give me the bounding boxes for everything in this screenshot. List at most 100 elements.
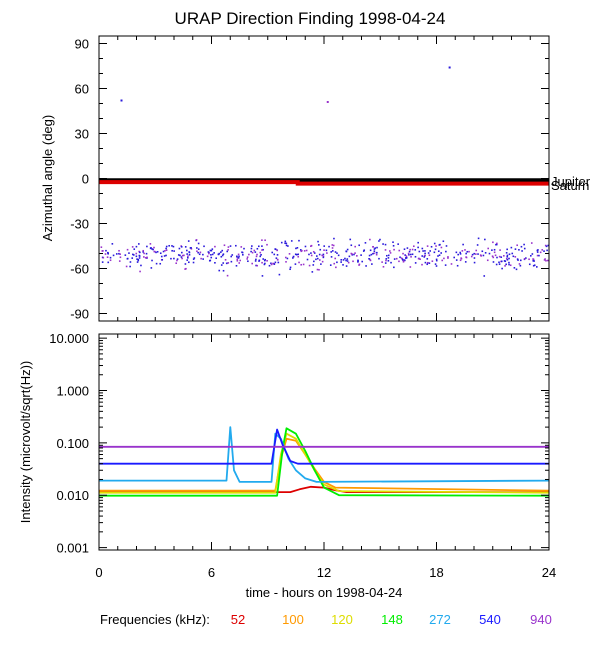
azimuth-point: [165, 245, 168, 248]
azimuth-point: [250, 250, 252, 253]
azimuth-point: [208, 252, 210, 255]
azimuth-point: [503, 255, 505, 257]
azimuth-point: [322, 253, 325, 256]
azimuth-point: [154, 250, 156, 253]
azimuth-point: [184, 246, 187, 248]
azimuth-point: [210, 256, 213, 259]
azimuth-point: [261, 249, 263, 251]
azimuth-point: [447, 256, 449, 258]
azimuth-y-tick-label: -90: [70, 307, 89, 322]
azimuth-point: [165, 249, 168, 251]
azimuth-point: [482, 254, 485, 257]
azimuth-point: [137, 259, 140, 262]
azimuth-point: [181, 254, 184, 257]
azimuth-point: [151, 248, 153, 250]
azimuth-point: [306, 258, 309, 261]
azimuth-point: [292, 257, 294, 259]
azimuth-y-tick-label: 60: [75, 82, 89, 97]
azimuth-point: [477, 237, 480, 240]
azimuth-point: [206, 255, 209, 258]
azimuth-point: [481, 250, 484, 253]
intensity-plot-area: [99, 426, 550, 497]
azimuth-point: [179, 254, 181, 257]
azimuth-point: [536, 266, 538, 268]
azimuth-point: [466, 250, 469, 253]
azimuth-point: [218, 269, 221, 272]
azimuth-point: [536, 251, 539, 253]
azimuth-point: [298, 261, 300, 264]
azimuth-point: [190, 246, 192, 249]
azimuth-point: [399, 256, 401, 259]
azimuth-point: [435, 258, 438, 261]
azimuth-point: [150, 267, 153, 269]
legend-title: Frequencies (kHz):: [100, 612, 210, 627]
azimuth-point: [373, 248, 376, 250]
azimuth-point: [331, 247, 334, 249]
azimuth-point: [101, 250, 104, 252]
azimuth-point: [276, 258, 279, 261]
azimuth-point: [544, 258, 546, 260]
azimuth-point: [459, 259, 462, 262]
azimuth-point: [105, 249, 107, 252]
azimuth-point: [532, 258, 534, 260]
azimuth-point: [329, 264, 332, 266]
azimuth-point: [477, 253, 479, 255]
azimuth-point: [438, 244, 441, 246]
azimuth-point: [372, 252, 374, 255]
azimuth-point: [118, 252, 120, 255]
azimuth-point: [168, 244, 170, 247]
azimuth-point: [118, 260, 121, 262]
azimuth-point: [264, 258, 267, 261]
azimuth-point: [274, 248, 277, 251]
azimuth-point: [308, 264, 311, 267]
azimuth-point: [393, 266, 395, 269]
azimuth-point: [261, 245, 263, 247]
azimuth-point: [539, 251, 542, 254]
azimuth-point: [358, 244, 360, 247]
azimuth-point: [137, 258, 140, 261]
azimuth-point: [361, 260, 364, 263]
azimuth-point: [152, 248, 154, 251]
azimuth-point: [337, 254, 340, 257]
azimuth-point: [199, 251, 202, 254]
legend-entry-120-khz: 120: [331, 612, 353, 627]
azimuth-point: [165, 247, 167, 250]
azimuth-point: [251, 245, 253, 247]
azimuth-point: [132, 254, 135, 256]
intensity-y-tick-label: 1.000: [56, 384, 89, 399]
azimuth-point: [224, 259, 227, 261]
azimuth-point: [335, 266, 337, 269]
azimuth-point: [132, 253, 134, 256]
azimuth-point: [403, 248, 406, 251]
azimuth-point: [192, 258, 195, 260]
azimuth-point: [135, 245, 138, 248]
azimuth-point: [450, 263, 453, 265]
azimuth-point: [440, 252, 442, 254]
azimuth-point: [504, 260, 507, 263]
azimuth-point: [365, 265, 367, 267]
azimuth-point: [356, 255, 358, 257]
azimuth-point: [408, 253, 410, 256]
azimuth-point: [530, 242, 533, 244]
azimuth-point: [173, 250, 175, 252]
azimuth-point: [131, 246, 134, 248]
azimuth-point: [186, 259, 189, 261]
azimuth-point: [321, 260, 324, 263]
azimuth-point: [543, 259, 546, 261]
azimuth-point: [492, 261, 495, 263]
azimuth-point: [313, 260, 315, 263]
x-tick-label: 12: [317, 565, 331, 580]
jupiter-line-label: Jupiter: [551, 174, 591, 189]
azimuth-point: [262, 258, 265, 260]
azimuth-point: [544, 244, 547, 247]
azimuth-point: [457, 253, 459, 256]
azimuth-point: [428, 254, 431, 257]
azimuth-point: [357, 259, 359, 262]
azimuth-point: [246, 258, 249, 260]
azimuth-point: [506, 248, 508, 251]
azimuth-point: [533, 260, 535, 262]
azimuth-point: [177, 254, 180, 256]
azimuth-point: [126, 257, 129, 260]
azimuth-point: [473, 257, 476, 259]
azimuth-point: [331, 244, 334, 246]
